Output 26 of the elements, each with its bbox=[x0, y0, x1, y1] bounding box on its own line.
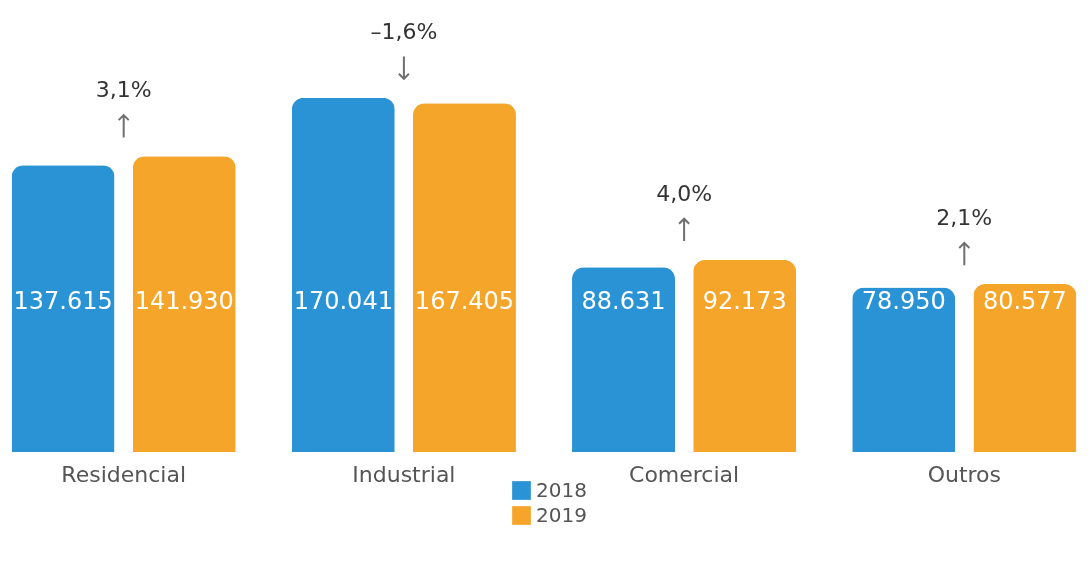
x-tick-label: Industrial bbox=[352, 461, 456, 487]
bar bbox=[693, 259, 797, 452]
bar bbox=[973, 284, 1077, 452]
x-tick-label: Residencial bbox=[61, 461, 187, 487]
text: –1,6% bbox=[370, 18, 438, 44]
legend-label: 2019 bbox=[536, 502, 587, 527]
data-label: 78.950 bbox=[861, 287, 946, 315]
x-tick-label: Outros bbox=[927, 461, 1001, 487]
annotation: 3,1% bbox=[95, 77, 152, 103]
data-label: 137.615 bbox=[13, 287, 113, 315]
bar bbox=[572, 267, 676, 452]
data-label: 141.930 bbox=[134, 287, 234, 315]
x-tick-label: Comercial bbox=[629, 461, 740, 487]
data-label: 88.631 bbox=[581, 287, 666, 315]
data-label: 92.173 bbox=[702, 287, 787, 315]
bar bbox=[291, 97, 395, 452]
bar bbox=[412, 103, 516, 452]
data-label: 170.041 bbox=[293, 287, 393, 315]
bar bbox=[852, 287, 956, 452]
legend-label: 2018 bbox=[536, 477, 587, 502]
annotation: 2,1% bbox=[936, 205, 993, 231]
bar bbox=[132, 156, 236, 452]
bar bbox=[11, 165, 115, 452]
annotation: 4,0% bbox=[656, 180, 713, 206]
data-label: 167.405 bbox=[414, 287, 515, 315]
data-label: 80.577 bbox=[982, 287, 1067, 315]
